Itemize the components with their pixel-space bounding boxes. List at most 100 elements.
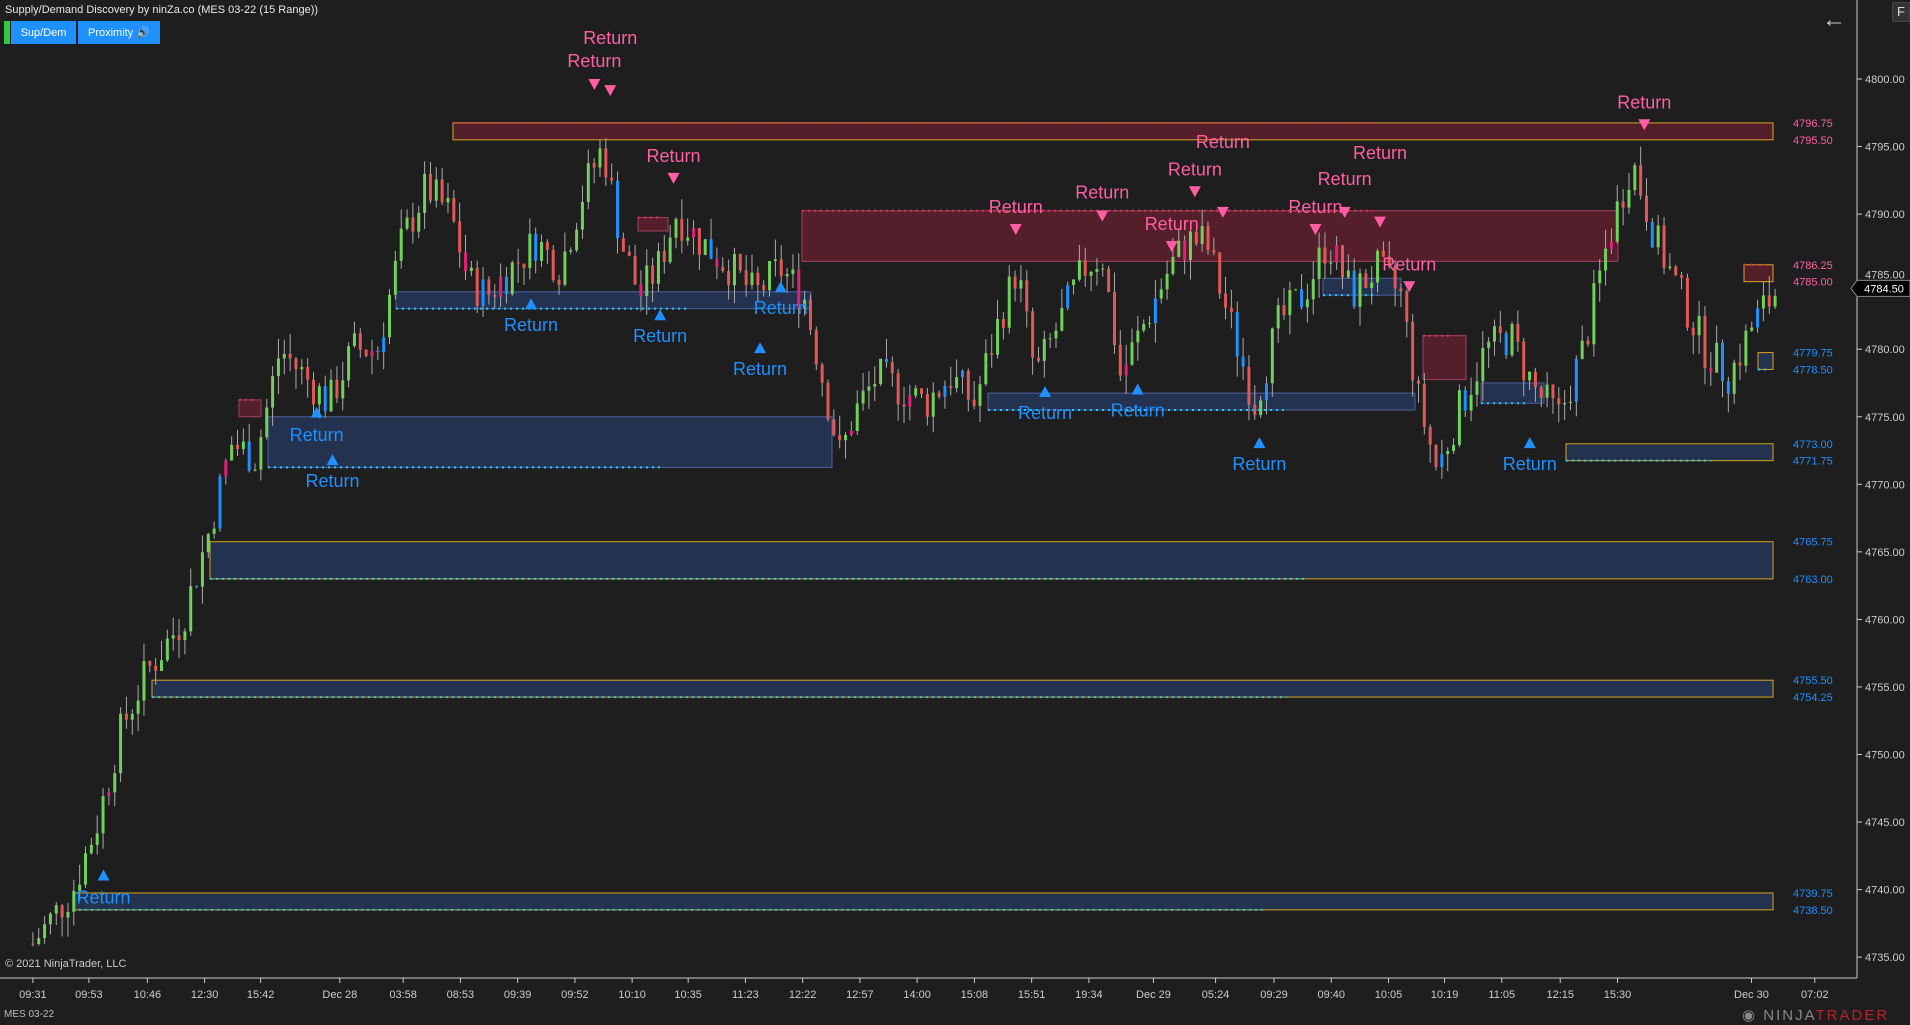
up-candle	[1054, 330, 1058, 339]
down-candle	[920, 388, 924, 395]
x-tick-label: 11:23	[732, 989, 759, 1001]
down-candle	[1422, 383, 1426, 427]
down-candle	[1586, 340, 1590, 345]
y-tick-label: 4760.00	[1865, 614, 1905, 626]
x-tick-label: 09:40	[1318, 989, 1346, 1001]
up-candle	[84, 853, 88, 885]
down-candle	[1551, 384, 1555, 399]
supply-zone-bottom-label: 4795.50	[1793, 135, 1833, 147]
proximity-label: Proximity	[88, 26, 134, 39]
up-candle	[206, 533, 210, 553]
up-candle	[563, 251, 567, 285]
down-candle	[458, 221, 462, 253]
up-candle	[1598, 270, 1602, 284]
down-candle	[428, 173, 432, 201]
down-candle	[1393, 265, 1397, 289]
down-candle	[475, 267, 479, 306]
down-triangle-icon	[1403, 281, 1416, 293]
x-tick-label: 10:05	[1375, 989, 1403, 1001]
down-triangle-icon	[1216, 206, 1229, 218]
down-candle	[452, 197, 456, 222]
down-candle	[1720, 342, 1724, 382]
demand-zone	[395, 291, 812, 310]
down-candle	[124, 713, 128, 720]
x-tick-label: 03:58	[389, 989, 417, 1001]
demand-zone	[1565, 443, 1774, 462]
return-label-supply: Return	[1168, 159, 1222, 179]
sup-dem-button[interactable]: Sup/Dem	[11, 21, 76, 44]
down-triangle-icon	[1009, 223, 1022, 235]
down-candle	[639, 284, 643, 296]
demand-zone	[987, 392, 1416, 411]
down-candle	[1767, 295, 1771, 307]
down-candle	[358, 333, 362, 350]
down-candle	[744, 270, 748, 285]
return-label-demand: Return	[77, 888, 131, 908]
down-candle	[1229, 307, 1233, 313]
down-candle	[247, 441, 251, 471]
up-candle	[423, 173, 427, 213]
up-candle	[984, 353, 988, 385]
return-label-supply: Return	[1382, 254, 1436, 274]
up-candle	[1101, 268, 1105, 270]
up-candle	[732, 253, 736, 286]
up-candle	[1580, 340, 1584, 359]
down-candle	[1533, 371, 1537, 388]
down-candle	[1253, 404, 1257, 416]
down-candle	[504, 276, 508, 295]
down-candle	[1539, 387, 1543, 398]
up-candle	[703, 239, 707, 255]
up-candle	[329, 379, 333, 412]
supply-zone	[238, 399, 262, 418]
up-candle	[165, 638, 169, 661]
up-candle	[282, 353, 286, 359]
status-indicator	[4, 21, 10, 44]
up-candle	[1177, 240, 1181, 257]
down-candle	[1709, 367, 1713, 373]
f-button[interactable]: F	[1892, 2, 1910, 22]
down-triangle-icon	[1309, 223, 1322, 235]
back-arrow-icon[interactable]: ←	[1822, 6, 1846, 33]
up-candle	[1165, 273, 1169, 290]
up-candle	[580, 201, 584, 230]
up-candle	[119, 713, 123, 774]
down-candle	[1434, 444, 1438, 468]
up-candle	[1481, 347, 1485, 382]
up-candle	[978, 384, 982, 406]
up-candle	[1048, 338, 1052, 340]
up-candle	[1633, 165, 1637, 190]
down-candle	[1364, 273, 1368, 289]
up-triangle-icon	[525, 298, 538, 310]
up-candle	[1627, 189, 1631, 208]
up-candle	[1329, 262, 1333, 264]
up-candle	[1259, 400, 1263, 416]
down-candle	[1212, 250, 1216, 253]
up-candle	[656, 251, 660, 284]
return-label-demand: Return	[1503, 454, 1557, 474]
up-candle	[212, 528, 216, 534]
down-candle	[516, 262, 520, 264]
x-tick-label: 12:22	[789, 989, 817, 1001]
up-candle	[230, 444, 234, 461]
up-candle	[200, 552, 204, 587]
x-tick-label: Dec 29	[1136, 989, 1171, 1001]
up-candle	[1136, 330, 1140, 343]
y-tick-label: 4755.00	[1865, 682, 1905, 694]
last-price-marker	[1850, 279, 1910, 297]
supply-zone-top-label: 4796.75	[1793, 118, 1833, 130]
down-candle	[1218, 252, 1222, 294]
demand-zone	[72, 892, 1774, 911]
return-label-demand: Return	[305, 471, 359, 491]
return-label-supply: Return	[1353, 143, 1407, 163]
down-candle	[832, 419, 836, 436]
down-triangle-icon	[1373, 216, 1386, 228]
up-triangle-icon	[1039, 385, 1052, 397]
x-tick-label: 10:35	[674, 989, 702, 1001]
proximity-button[interactable]: Proximity 🔊	[78, 21, 160, 44]
up-candle	[1452, 445, 1456, 451]
up-candle	[160, 660, 164, 671]
up-candle	[1264, 383, 1268, 401]
up-candle	[499, 276, 503, 298]
up-candle	[218, 476, 222, 529]
